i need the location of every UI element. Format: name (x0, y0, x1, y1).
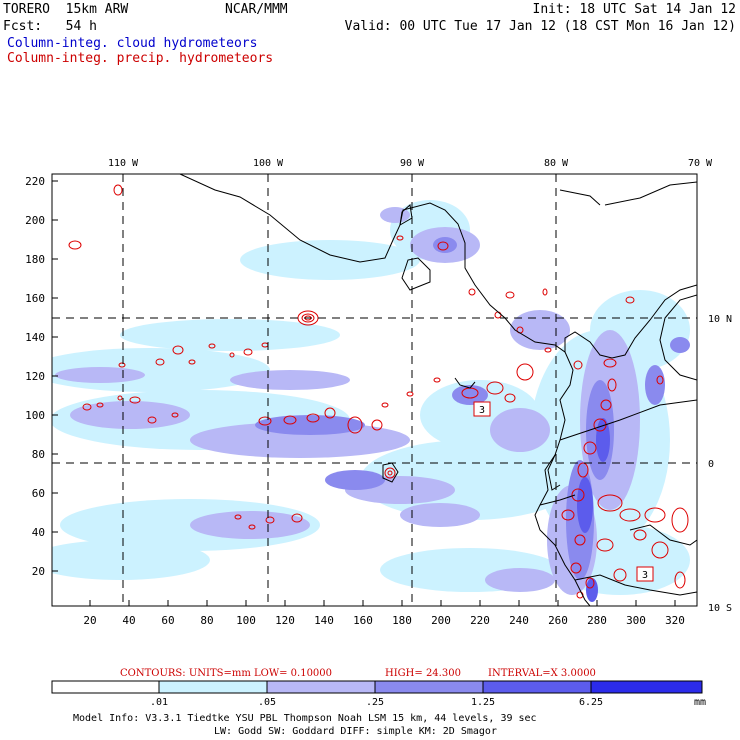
colorbar-labels: .01 .05 .25 1.25 6.25 mm (150, 697, 706, 708)
lon-label: 90 W (400, 158, 425, 169)
y-tick-label: 140 (25, 331, 45, 344)
cloud-shading-layer (52, 184, 690, 602)
legend-cloud-hydrometeors: Column-integ. cloud hydrometeors (7, 36, 258, 51)
colorbar-tick: 1.25 (471, 697, 495, 708)
x-tick-label: 260 (548, 614, 568, 627)
header-init-time: Init: 18 UTC Sat 14 Jan 12 (532, 2, 737, 17)
contour-info: CONTOURS: UNITS=mm LOW= 0.10000 HIGH= 24… (120, 668, 596, 679)
x-tick-label: 80 (200, 614, 213, 627)
footer: Model Info: V3.3.1 Tiedtke YSU PBL Thomp… (73, 713, 537, 737)
y-tick-labels: 220 200 180 160 140 120 100 80 60 40 20 (25, 175, 45, 578)
svg-text:3: 3 (642, 570, 648, 581)
x-tick-labels: 20 40 60 80 100 120 140 160 180 200 220 … (83, 614, 685, 627)
x-tick-label: 120 (275, 614, 295, 627)
y-tick-label: 80 (32, 448, 45, 461)
lat-label: 10 N (708, 314, 732, 325)
header-model-name: TORERO 15km ARW (3, 2, 129, 17)
y-tick-label: 220 (25, 175, 45, 188)
header-valid-time: Valid: 00 UTC Tue 17 Jan 12 (18 CST Mon … (344, 19, 736, 34)
lon-label: 100 W (253, 158, 284, 169)
legend-precip-hydrometeors: Column-integ. precip. hydrometeors (7, 51, 274, 66)
y-tick-label: 20 (32, 565, 45, 578)
x-tick-label: 40 (122, 614, 135, 627)
header-institution: NCAR/MMM (225, 2, 288, 17)
lat-label: 0 (708, 459, 714, 470)
x-tick-label: 240 (509, 614, 529, 627)
lat-label: 10 S (708, 603, 732, 614)
footer-physics-info: LW: Godd SW: Goddard DIFF: simple KM: 2D… (214, 726, 497, 737)
svg-text:3: 3 (479, 405, 485, 416)
x-tick-label: 320 (665, 614, 685, 627)
x-tick-label: 220 (470, 614, 490, 627)
map-frame (51, 173, 698, 607)
header-forecast-hour: Fcst: 54 h (3, 19, 97, 34)
footer-model-info: Model Info: V3.3.1 Tiedtke YSU PBL Thomp… (73, 713, 537, 724)
y-tick-label: 120 (25, 370, 45, 383)
colorbar-tick: .01 (150, 697, 168, 708)
top-lon-labels: 110 W 100 W 90 W 80 W 70 W (108, 158, 713, 169)
colorbar-tick: .05 (258, 697, 276, 708)
y-tick-label: 160 (25, 292, 45, 305)
x-tick-label: 100 (236, 614, 256, 627)
marker-box-b: 3 (636, 566, 654, 582)
x-tick-label: 200 (431, 614, 451, 627)
y-tick-label: 100 (25, 409, 45, 422)
contour-units-label: CONTOURS: UNITS=mm LOW= 0.10000 (120, 668, 332, 679)
colorbar (51, 680, 703, 694)
x-tick-label: 180 (392, 614, 412, 627)
x-tick-label: 300 (626, 614, 646, 627)
y-tick-label: 60 (32, 487, 45, 500)
x-tick-label: 160 (353, 614, 373, 627)
lon-label: 70 W (688, 158, 713, 169)
y-tick-label: 180 (25, 253, 45, 266)
right-lat-labels: 10 N 0 10 S (708, 314, 732, 614)
x-tick-label: 280 (587, 614, 607, 627)
colorbar-tick: .25 (366, 697, 384, 708)
contour-interval-label: INTERVAL=X 3.0000 (488, 668, 596, 679)
x-tick-label: 20 (83, 614, 96, 627)
contour-high-label: HIGH= 24.300 (385, 668, 461, 679)
latlon-grid (52, 174, 697, 606)
x-tick-label: 60 (161, 614, 174, 627)
colorbar-tick: 6.25 (579, 697, 603, 708)
x-tick-label: 140 (314, 614, 334, 627)
y-tick-label: 200 (25, 214, 45, 227)
precip-contours (68, 184, 689, 599)
y-tick-label: 40 (32, 526, 45, 539)
lon-label: 80 W (544, 158, 569, 169)
colorbar-units: mm (694, 697, 706, 708)
marker-box-a: 3 (473, 401, 491, 417)
lon-label: 110 W (108, 158, 139, 169)
